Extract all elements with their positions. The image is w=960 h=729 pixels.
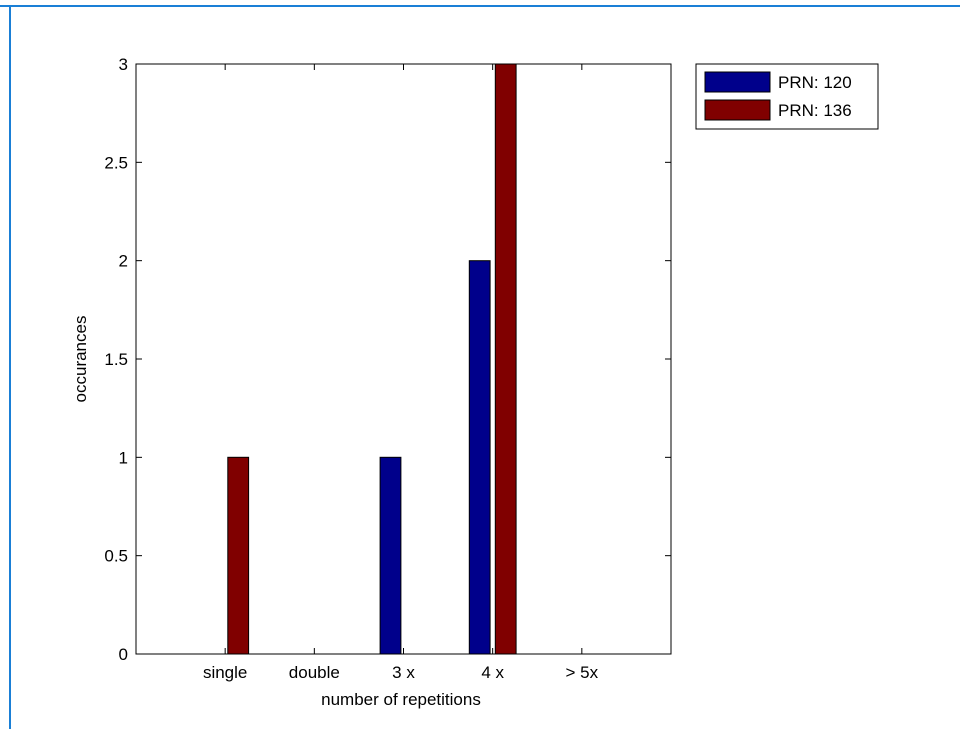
y-tick-label: 0 <box>119 645 128 664</box>
x-tick-label: 3 x <box>392 663 415 682</box>
x-axis-ticks: single double 3 x 4 x > 5x <box>203 64 599 682</box>
y-tick-label: 1.5 <box>104 350 128 369</box>
frame-top-border <box>0 5 960 7</box>
bar-series-1-3-x <box>379 456 402 655</box>
bar-series-2-4-x <box>494 63 517 655</box>
legend-swatch-prn-120 <box>704 71 771 93</box>
bar-series-2-single <box>227 456 250 655</box>
x-axis-label: number of repetitions <box>321 690 481 709</box>
x-tick-label: single <box>203 663 247 682</box>
bar-series-1-4-x <box>468 260 491 655</box>
x-tick-label: double <box>289 663 340 682</box>
y-tick-label: 3 <box>119 55 128 74</box>
x-tick-label: > 5x <box>566 663 599 682</box>
bars-layer <box>227 63 517 655</box>
plot-area <box>135 63 672 655</box>
y-tick-label: 2.5 <box>104 153 128 172</box>
legend-label-prn-120: PRN: 120 <box>778 73 852 92</box>
y-axis-ticks: 0 0.5 1 1.5 2 2.5 3 <box>104 55 671 664</box>
legend: PRN: 120 PRN: 136 <box>695 63 879 130</box>
y-tick-label: 2 <box>119 252 128 271</box>
y-tick-label: 0.5 <box>104 547 128 566</box>
axes-box <box>135 63 672 655</box>
x-tick-label: 4 x <box>481 663 504 682</box>
frame-left-border <box>9 5 11 729</box>
legend-label-prn-136: PRN: 136 <box>778 101 852 120</box>
legend-swatch-prn-136 <box>704 99 771 121</box>
y-tick-label: 1 <box>119 448 128 467</box>
y-axis-label: occurances <box>71 316 90 403</box>
